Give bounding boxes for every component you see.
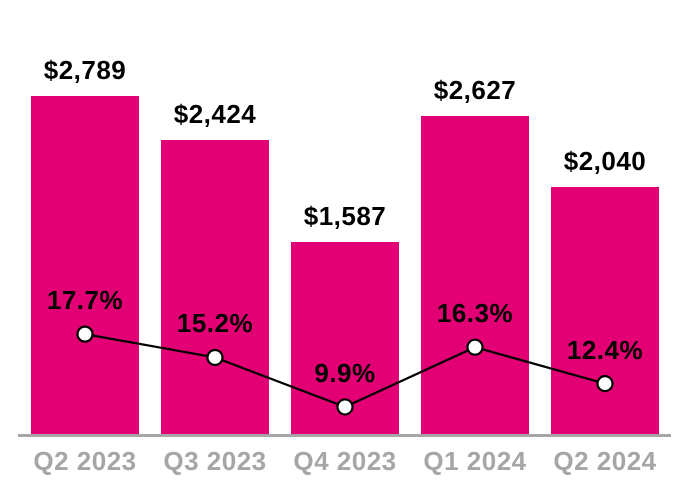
line-percent-label: 16.3% (436, 298, 514, 329)
x-axis-line (18, 434, 671, 437)
bar-value-label: $2,424 (173, 99, 257, 130)
bar-value-label: $2,627 (433, 74, 517, 105)
line-percent-label: 15.2% (176, 308, 254, 339)
line-marker (336, 398, 354, 416)
line-marker (206, 348, 224, 367)
bar-value-label: $1,587 (303, 200, 387, 231)
line-marker (76, 325, 94, 343)
line-percent-label: 12.4% (566, 334, 644, 365)
revenue-bar (551, 186, 659, 434)
bar-value-label: $2,789 (43, 54, 127, 85)
line-marker (596, 375, 614, 393)
revenue-bar (421, 115, 529, 434)
x-tick-label: Q3 2023 (163, 446, 267, 476)
bar-value-label: $2,040 (563, 145, 647, 176)
line-percent-label: 9.9% (314, 357, 376, 388)
x-tick-label: Q1 2024 (423, 446, 527, 476)
line-marker (466, 338, 484, 356)
revenue-bar (31, 95, 139, 434)
x-tick-label: Q2 2024 (553, 446, 657, 476)
line-percent-label: 17.7% (46, 285, 124, 316)
revenue-bar (161, 140, 269, 434)
x-tick-label: Q4 2023 (293, 446, 397, 476)
x-tick-label: Q2 2023 (33, 446, 137, 476)
